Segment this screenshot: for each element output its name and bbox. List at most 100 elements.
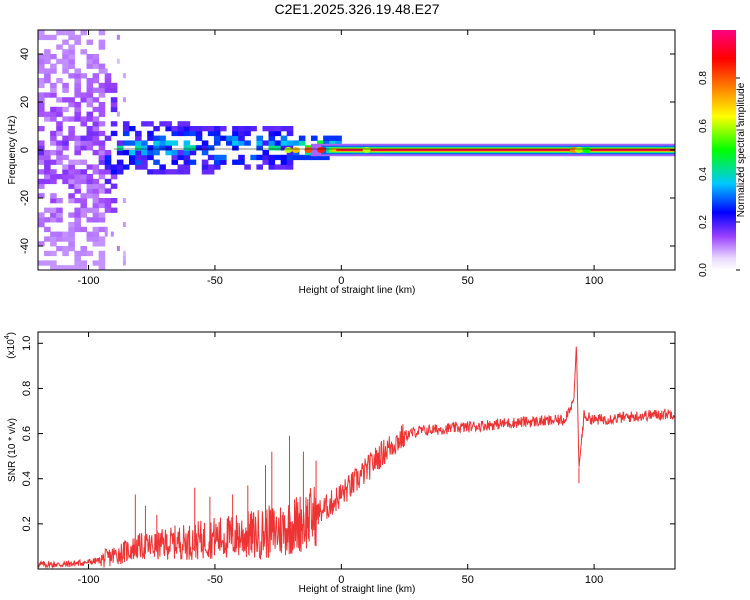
heatmap-cell: [86, 145, 94, 151]
heatmap-cell: [68, 236, 75, 242]
heatmap-cell: [141, 140, 148, 146]
colorbar-tick-label: 0.2: [698, 215, 709, 229]
heatmap-cell: [62, 169, 69, 175]
heatmap-cell: [86, 58, 94, 65]
heatmap-cell: [80, 159, 88, 165]
heatmap-cell: [74, 226, 81, 233]
heatmap-cell: [98, 159, 106, 165]
y-tick-label: 20: [19, 96, 31, 108]
heatmap-cell: [38, 68, 45, 74]
heatmap-cell: [50, 92, 57, 98]
heatmap-cell: [226, 140, 233, 146]
heatmap-cell: [44, 178, 51, 185]
heatmap-cell: [165, 121, 172, 127]
heatmap-cell: [286, 164, 294, 170]
heatmap-cell: [98, 150, 106, 156]
heatmap-cell: [92, 217, 100, 223]
heatmap-cell: [92, 150, 100, 156]
heatmap-cell: [238, 126, 245, 132]
heatmap-cell: [44, 73, 51, 79]
heatmap-cell: [68, 54, 75, 60]
heatmap-cell: [292, 154, 300, 161]
heatmap-cell: [110, 169, 118, 175]
heatmap-cell: [50, 217, 57, 223]
heatmap-cell: [44, 260, 51, 266]
heatmap-cell: [62, 58, 69, 65]
heatmap-cell: [74, 255, 81, 261]
heatmap-cell: [86, 126, 94, 132]
heatmap-cell: [110, 231, 114, 237]
heatmap-cell: [74, 68, 81, 74]
heatmap-cell: [50, 174, 57, 180]
heatmap-cell: [98, 39, 106, 45]
heatmap-cell: [147, 130, 154, 137]
heatmap-cell: [56, 231, 63, 237]
heatmap-cell: [98, 265, 106, 270]
heatmap-cell: [147, 154, 154, 161]
heatmap-cell: [159, 164, 166, 170]
heatmap-cell: [256, 164, 263, 170]
heatmap-cell: [201, 126, 209, 132]
heatmap-cell: [104, 207, 112, 213]
heatmap-cell: [98, 183, 106, 189]
heatmap-cell: [116, 58, 120, 64]
heatmap-cell: [238, 154, 245, 161]
heatmap-cell: [92, 97, 100, 103]
heatmap-cell: [98, 169, 106, 175]
heatmap-cell: [98, 174, 106, 180]
heatmap-cell: [62, 116, 69, 122]
heatmap-cell: [86, 207, 94, 213]
heatmap-cell: [50, 82, 57, 89]
heatmap-cell: [38, 140, 45, 146]
heatmap-cell: [38, 241, 45, 247]
heatmap-cell: [286, 140, 294, 146]
heatmap-cell: [68, 226, 75, 233]
heatmap-cell: [68, 130, 75, 137]
heatmap-cell: [68, 135, 75, 141]
heatmap-cell: [56, 212, 63, 218]
heatmap-cell: [213, 140, 221, 146]
heatmap-cell: [44, 78, 51, 84]
heatmap-cell: [177, 121, 185, 127]
heatmap-cell: [86, 178, 94, 185]
heatmap-cell: [50, 159, 57, 165]
heatmap-cell: [38, 63, 45, 69]
heatmap-cell: [62, 246, 69, 252]
heatmap-cell: [141, 154, 148, 161]
heatmap-cell: [74, 150, 81, 156]
heatmap-cell: [122, 164, 130, 170]
heatmap-cell: [244, 130, 251, 137]
heatmap-cell: [135, 164, 142, 170]
x-tick-label: 0: [338, 574, 344, 586]
colorbar-tick-label: 0.8: [698, 71, 709, 85]
heatmap-cell: [171, 150, 179, 156]
heatmap-cell: [262, 159, 270, 165]
heatmap-cell: [56, 159, 63, 165]
heatmap-cell: [220, 126, 227, 132]
heatmap-cell: [256, 140, 263, 146]
heatmap-cell: [268, 135, 276, 141]
heatmap-cell: [92, 135, 100, 141]
heatmap-cell: [268, 164, 276, 170]
heatmap-cell: [74, 82, 81, 89]
heatmap-cell: [104, 178, 112, 185]
heatmap-cell: [262, 154, 270, 161]
heatmap-cell: [50, 250, 57, 257]
heatmap-cell: [62, 63, 69, 69]
y-tick-label: 40: [19, 48, 31, 60]
heatmap-cell: [165, 126, 172, 132]
heatmap-cell: [195, 130, 203, 137]
heatmap-cell: [135, 140, 142, 146]
heatmap-cell: [38, 102, 45, 108]
heatmap-cell: [38, 193, 45, 199]
heatmap-cell: [207, 164, 215, 170]
heatmap-cell: [38, 212, 45, 218]
heatmap-cell: [74, 265, 81, 270]
heatmap-cell: [80, 265, 88, 270]
heatmap-cell: [68, 102, 75, 108]
heatmap-cell: [98, 236, 106, 242]
snr-line-layer: [38, 346, 675, 569]
heatmap-cell: [92, 87, 100, 93]
heatmap-cell: [80, 140, 88, 146]
heatmap-cell: [159, 145, 166, 151]
